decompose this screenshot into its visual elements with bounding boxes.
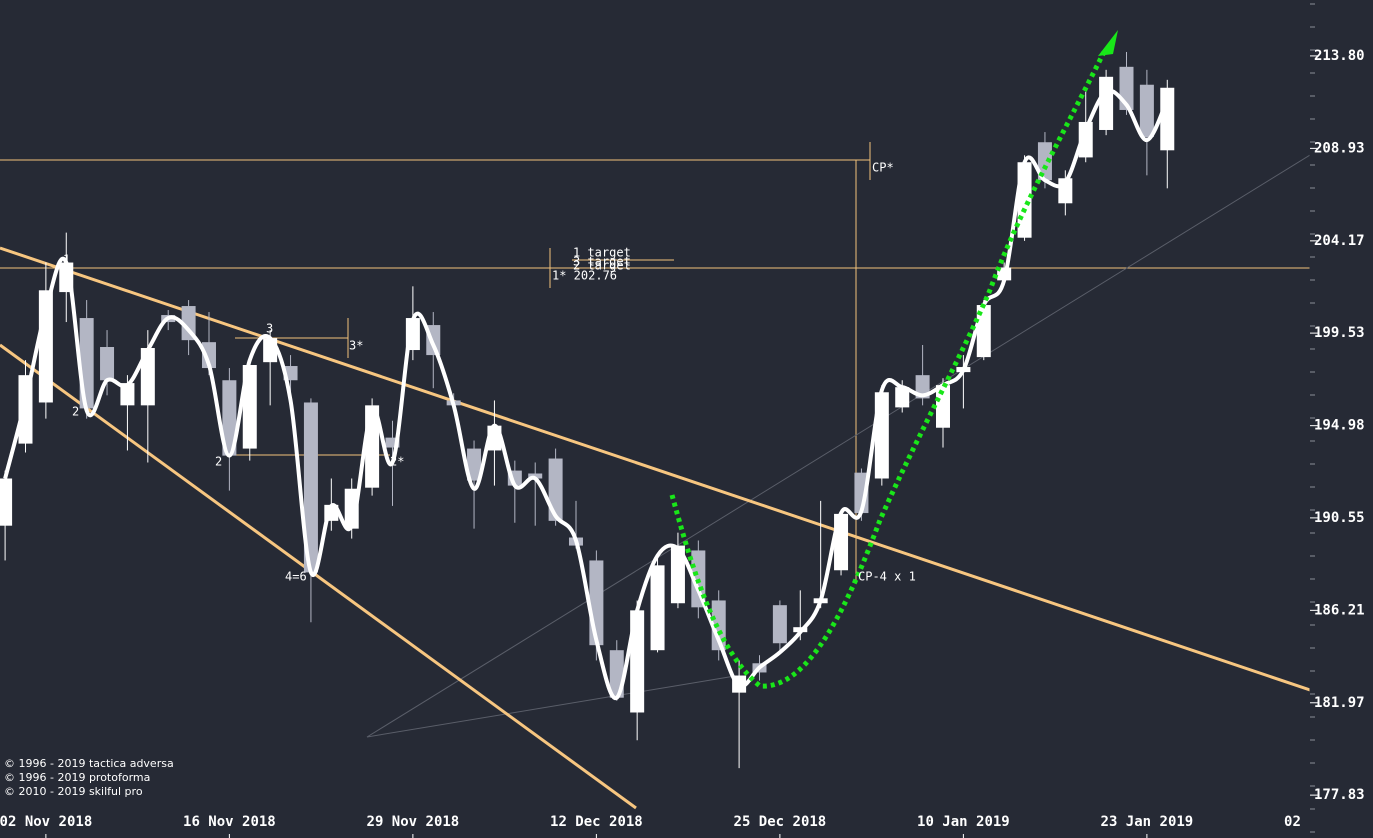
candle-body: [548, 458, 563, 521]
annotation: 3 target: [573, 255, 631, 269]
x-tick-label: 16 Nov 2018: [183, 814, 276, 830]
candle-body: [140, 348, 155, 406]
y-tick-label: 213.80: [1314, 48, 1365, 64]
candle-body: [895, 387, 910, 408]
trend-line: [366, 154, 1310, 738]
annotation: CP*: [872, 161, 894, 175]
y-tick-label: 177.83: [1314, 787, 1365, 803]
candle-body: [120, 383, 135, 406]
candle-body: [935, 385, 950, 428]
trend-line: [0, 343, 637, 810]
y-tick-label: 190.55: [1314, 510, 1365, 526]
candle-body: [772, 605, 787, 644]
candle-body: [303, 402, 318, 573]
candle-body: [0, 478, 13, 526]
annotation: CP-4 x 1: [858, 570, 916, 584]
candle-body: [100, 347, 115, 381]
candle-body: [385, 437, 400, 448]
copyright: © 1996 - 2019 tactica adversa: [4, 757, 174, 770]
candle-body: [1099, 76, 1114, 130]
candle-body: [201, 342, 216, 369]
x-tick-label: 29 Nov 2018: [367, 814, 460, 830]
annotation: 2*: [390, 455, 404, 469]
x-tick-label: 02 Nov 2018: [0, 814, 92, 830]
x-tick-label: 02 Feb 2019: [1284, 814, 1373, 830]
y-tick-label: 194.98: [1314, 418, 1365, 434]
x-tick-label: 25 Dec 2018: [734, 814, 827, 830]
candle-body: [650, 565, 665, 651]
candle-body: [222, 380, 237, 456]
annotation: 2: [215, 455, 222, 469]
annotation: 3: [266, 322, 273, 336]
candle-body: [467, 448, 482, 481]
annotation: 1* 202.76: [552, 269, 617, 283]
trend-line: [366, 675, 736, 738]
candle-body: [528, 473, 543, 479]
y-tick-label: 208.93: [1314, 140, 1365, 156]
y-tick-label: 186.21: [1314, 602, 1365, 618]
copyright: © 2010 - 2019 skilful pro: [4, 785, 143, 798]
y-tick-label: 199.53: [1314, 325, 1365, 341]
annotation: 3*: [349, 339, 363, 353]
annotation: 2 target: [573, 259, 631, 273]
x-tick-label: 12 Dec 2018: [550, 814, 643, 830]
annotation: 4=6: [285, 570, 307, 584]
y-tick-label: 181.97: [1314, 695, 1365, 711]
annotation: 1 target: [573, 246, 631, 260]
annotation: 2: [72, 405, 79, 419]
candle-body: [1078, 121, 1093, 158]
candle-body: [670, 545, 685, 604]
plot-area: 02 Nov 2018 16 Nov 2018 29 Nov 2018 12 Dec …: [0, 30, 1373, 838]
trend-line: [0, 246, 1310, 692]
candles: [0, 51, 1175, 769]
candle-body: [1160, 87, 1175, 151]
projection-arrow: [669, 50, 1107, 689]
annotation: 1: [63, 253, 70, 267]
arrow-head: [1098, 30, 1118, 56]
candle-body: [1139, 84, 1154, 138]
candle-body: [1037, 142, 1052, 181]
indicator-line: [3, 88, 1170, 700]
copyright: © 1996 - 2019 protoforma: [4, 771, 150, 784]
x-tick-label: 23 Jan 2019: [1101, 814, 1194, 830]
y-tick-label: 204.17: [1314, 233, 1365, 249]
x-tick-label: 10 Jan 2019: [917, 814, 1010, 830]
candle-body: [630, 610, 645, 713]
